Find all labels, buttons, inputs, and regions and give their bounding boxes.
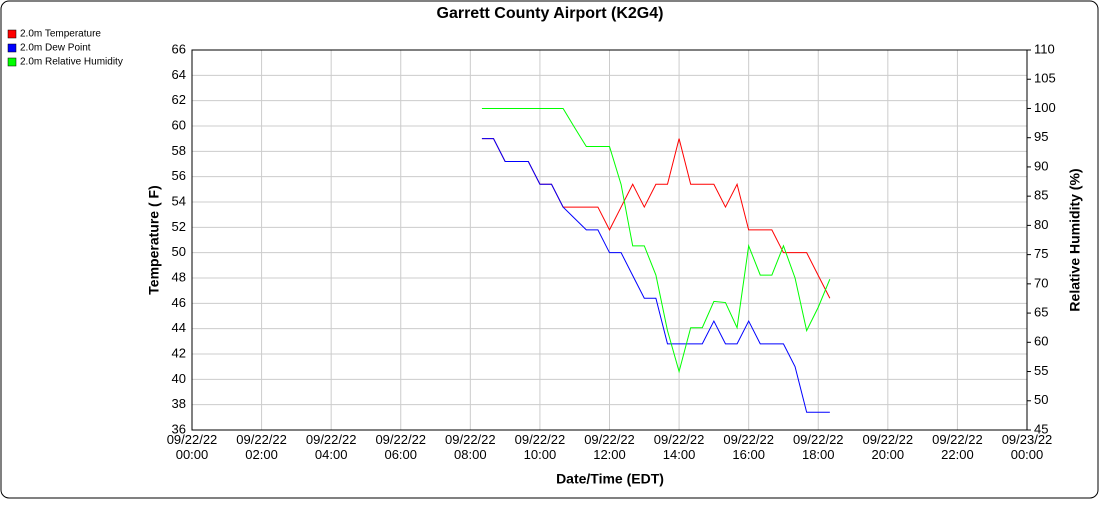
y2-tick-label: 100	[1034, 100, 1056, 115]
y-tick-label: 50	[172, 244, 186, 259]
x-tick-label: 09/22/22 00:00	[167, 432, 218, 462]
x-tick-label: 09/22/22 02:00	[236, 432, 287, 462]
y2-tick-label: 95	[1034, 129, 1048, 144]
y2-tick-label: 65	[1034, 305, 1048, 320]
y2-tick-label: 70	[1034, 275, 1048, 290]
y-tick-label: 52	[172, 219, 186, 234]
x-tick-label: 09/22/22 12:00	[584, 432, 635, 462]
y-tick-label: 64	[172, 67, 186, 82]
x-tick-label: 09/23/22 00:00	[1002, 432, 1053, 462]
x-tick-label: 09/22/22 18:00	[793, 432, 844, 462]
y2-tick-label: 50	[1034, 392, 1048, 407]
y-tick-label: 58	[172, 143, 186, 158]
y2-tick-label: 55	[1034, 363, 1048, 378]
legend-label: 2.0m Temperature	[20, 29, 101, 40]
y2-tick-label: 60	[1034, 334, 1048, 349]
legend-label: 2.0m Relative Humidity	[20, 57, 123, 68]
x-tick-label: 09/22/22 20:00	[863, 432, 914, 462]
y-tick-label: 44	[172, 320, 186, 335]
legend-swatch	[7, 57, 17, 67]
y2-tick-label: 75	[1034, 246, 1048, 261]
y-axis-label: Temperature ( F)	[146, 185, 162, 294]
y2-axis-label: Relative Humidity (%)	[1067, 168, 1083, 311]
x-tick-label: 09/22/22 04:00	[306, 432, 357, 462]
y2-tick-label: 110	[1034, 41, 1055, 56]
y-tick-label: 54	[172, 193, 186, 208]
y-tick-label: 48	[172, 269, 186, 284]
y-tick-label: 66	[172, 41, 186, 56]
legend-swatch	[7, 29, 17, 39]
legend-swatch	[7, 43, 17, 53]
chart-title: Garrett County Airport (K2G4)	[437, 5, 664, 22]
series-line	[481, 107, 831, 374]
y-tick-label: 36	[172, 421, 186, 436]
y-tick-label: 60	[172, 117, 186, 132]
y2-tick-label: 105	[1034, 71, 1056, 86]
x-tick-label: 09/22/22 22:00	[932, 432, 983, 462]
y2-tick-label: 90	[1034, 158, 1048, 173]
x-tick-label: 09/22/22 08:00	[445, 432, 496, 462]
y-tick-label: 38	[172, 396, 186, 411]
x-tick-label: 09/22/22 10:00	[515, 432, 566, 462]
y-tick-label: 42	[172, 345, 186, 360]
y-tick-label: 56	[172, 168, 186, 183]
y2-tick-label: 45	[1034, 421, 1048, 436]
plot-border	[191, 49, 1028, 431]
x-tick-label: 09/22/22 16:00	[723, 432, 774, 462]
y-tick-label: 46	[172, 295, 186, 310]
y2-tick-label: 85	[1034, 188, 1048, 203]
x-tick-label: 09/22/22 14:00	[654, 432, 705, 462]
y-tick-label: 40	[172, 371, 186, 386]
x-axis-label: Date/Time (EDT)	[556, 471, 664, 487]
y2-tick-label: 80	[1034, 217, 1048, 232]
series-line	[481, 138, 830, 413]
legend-label: 2.0m Dew Point	[20, 43, 91, 54]
x-tick-label: 09/22/22 06:00	[375, 432, 426, 462]
y-tick-label: 62	[172, 92, 186, 107]
